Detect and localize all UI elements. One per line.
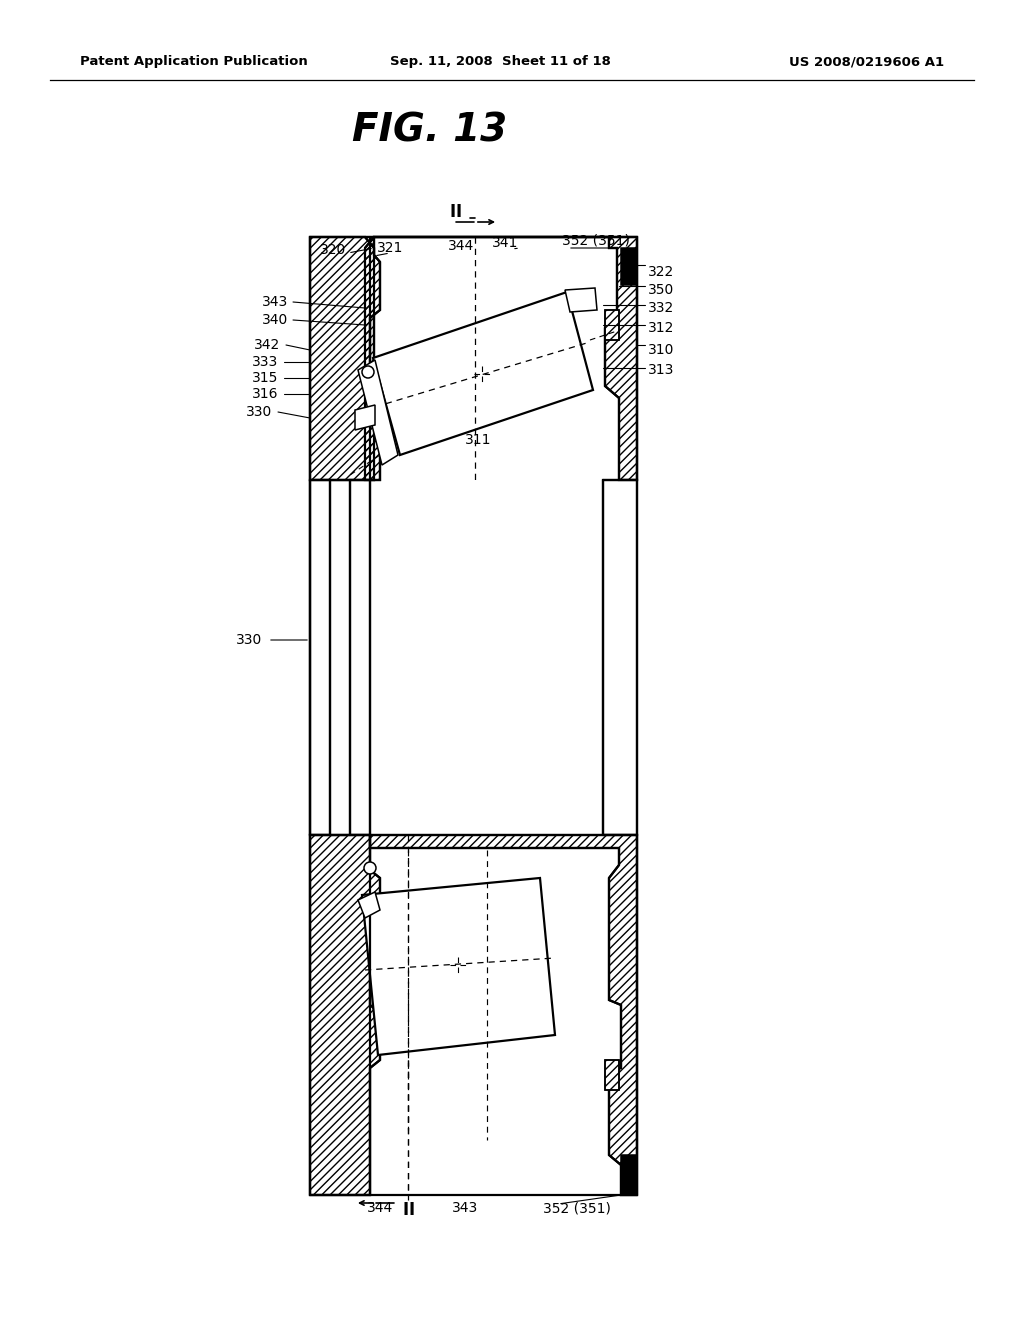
Polygon shape xyxy=(362,878,555,1055)
Text: 315: 315 xyxy=(252,371,278,385)
Text: 350: 350 xyxy=(648,282,674,297)
Text: 312: 312 xyxy=(648,321,675,335)
Text: Sep. 11, 2008  Sheet 11 of 18: Sep. 11, 2008 Sheet 11 of 18 xyxy=(389,55,610,69)
Text: 330: 330 xyxy=(236,634,262,647)
Text: 352 (351): 352 (351) xyxy=(543,1201,611,1214)
Text: 311: 311 xyxy=(465,433,492,447)
Text: 343: 343 xyxy=(452,1201,478,1214)
Text: 352 (351): 352 (351) xyxy=(562,234,630,248)
Text: 340: 340 xyxy=(262,313,288,327)
Text: 316: 316 xyxy=(252,387,278,401)
Polygon shape xyxy=(605,1060,618,1090)
Polygon shape xyxy=(310,480,330,836)
Polygon shape xyxy=(373,292,593,455)
Polygon shape xyxy=(605,310,618,341)
Text: 341: 341 xyxy=(492,236,518,249)
Polygon shape xyxy=(565,288,597,312)
Text: $\mathbf{II}$: $\mathbf{II}$ xyxy=(449,203,462,220)
Text: 332: 332 xyxy=(648,301,674,315)
Polygon shape xyxy=(310,836,380,1195)
Text: $\mathbf{II}$: $\mathbf{II}$ xyxy=(401,1201,415,1218)
Polygon shape xyxy=(365,238,637,480)
Circle shape xyxy=(362,366,374,378)
Text: 310: 310 xyxy=(648,343,675,356)
Text: US 2008/0219606 A1: US 2008/0219606 A1 xyxy=(788,55,944,69)
Text: 343: 343 xyxy=(262,294,288,309)
Text: 320: 320 xyxy=(319,243,346,257)
Polygon shape xyxy=(621,248,637,285)
Text: 322: 322 xyxy=(648,265,674,279)
Text: 344: 344 xyxy=(447,239,474,253)
Text: Patent Application Publication: Patent Application Publication xyxy=(80,55,308,69)
Polygon shape xyxy=(621,1155,637,1195)
Text: 333: 333 xyxy=(252,355,278,370)
Polygon shape xyxy=(355,405,375,430)
Circle shape xyxy=(364,862,376,874)
Polygon shape xyxy=(310,238,380,480)
Text: 344: 344 xyxy=(367,1201,393,1214)
Polygon shape xyxy=(603,480,637,836)
Text: 342: 342 xyxy=(254,338,280,352)
Polygon shape xyxy=(370,836,637,1195)
Polygon shape xyxy=(358,360,398,465)
Text: 313: 313 xyxy=(648,363,675,378)
Text: FIG. 13: FIG. 13 xyxy=(352,111,508,149)
Polygon shape xyxy=(358,892,380,917)
Text: 321: 321 xyxy=(377,242,403,255)
Polygon shape xyxy=(350,480,370,836)
Text: 330: 330 xyxy=(246,405,272,418)
